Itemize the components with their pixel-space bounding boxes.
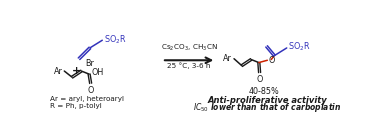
Text: Cs$_2$CO$_3$, CH$_3$CN: Cs$_2$CO$_3$, CH$_3$CN — [161, 43, 218, 53]
Text: OH: OH — [91, 68, 104, 77]
Text: SO$_2$R: SO$_2$R — [104, 33, 126, 46]
Text: Br: Br — [85, 59, 94, 68]
Text: $\mathit{IC}_{50}$ lower than that of carboplatin: $\mathit{IC}_{50}$ lower than that of ca… — [193, 102, 342, 115]
Text: O: O — [87, 86, 94, 95]
Text: Ar = aryl, heteroaryl: Ar = aryl, heteroaryl — [50, 96, 124, 102]
Text: Ar: Ar — [223, 54, 232, 63]
Text: Anti-proliferative activity: Anti-proliferative activity — [208, 96, 327, 105]
Text: O: O — [268, 56, 274, 65]
Text: R = Ph, p-tolyl: R = Ph, p-tolyl — [50, 103, 101, 109]
Text: O: O — [256, 75, 263, 84]
Text: 25 °C, 3-6 h: 25 °C, 3-6 h — [167, 63, 211, 69]
Text: Ar: Ar — [53, 67, 62, 76]
Text: SO$_2$R: SO$_2$R — [288, 41, 311, 53]
Text: 40-85%: 40-85% — [249, 87, 280, 96]
Text: +: + — [72, 66, 81, 76]
